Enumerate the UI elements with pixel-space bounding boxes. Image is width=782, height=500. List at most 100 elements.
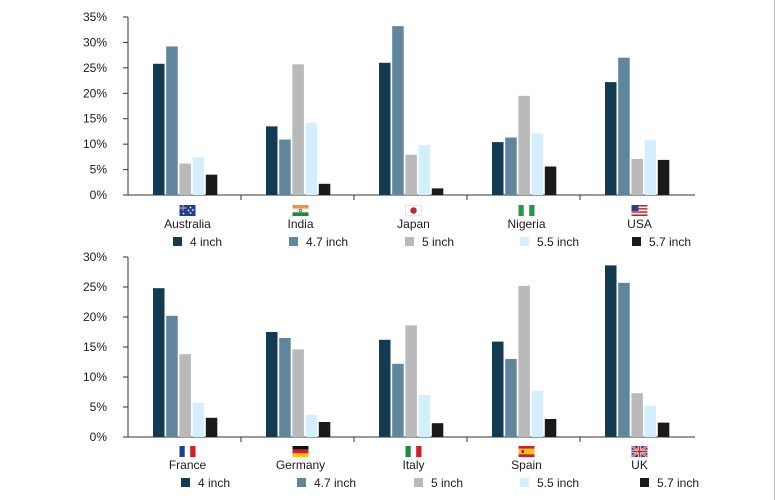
category-label: Italy xyxy=(402,458,424,472)
legend-swatch xyxy=(520,478,529,487)
bar-france-47inch xyxy=(166,315,178,437)
chart-1: 0% 5% 10% 15% 20% 25% 30% 35% Australia India Japa… xyxy=(83,10,695,249)
bar-france-55inch xyxy=(192,402,205,437)
legend-swatch xyxy=(181,478,190,487)
bar-germany-4inch xyxy=(266,332,278,437)
legend-label: 5.5 inch xyxy=(537,235,579,249)
bar-uk-55inch xyxy=(644,405,657,437)
bar-india-57inch xyxy=(318,183,331,195)
category-label: Australia xyxy=(164,217,211,231)
bar-australia-4inch xyxy=(153,63,165,195)
y-tick-label: 5% xyxy=(90,400,108,414)
bar-spain-5inch xyxy=(518,285,530,437)
bar-spain-57inch xyxy=(544,419,557,437)
category-label: India xyxy=(287,217,313,231)
bar-usa-47inch xyxy=(618,57,630,195)
legend-swatch xyxy=(414,478,423,487)
bar-france-57inch xyxy=(205,417,218,437)
bar-nigeria-4inch xyxy=(492,142,504,195)
legend-label: 5 inch xyxy=(422,235,454,249)
bar-spain-47inch xyxy=(505,359,517,437)
legend-swatch xyxy=(289,237,298,246)
y-tick-label: 10% xyxy=(83,137,107,151)
bar-nigeria-55inch xyxy=(531,133,544,195)
bar-spain-4inch xyxy=(492,341,504,437)
legend-swatch xyxy=(297,478,306,487)
y-tick-label: 10% xyxy=(83,370,107,384)
category-label: USA xyxy=(627,217,652,231)
y-tick-label: 0% xyxy=(90,188,108,202)
australia-flag-icon xyxy=(179,205,196,216)
bar-japan-47inch xyxy=(392,26,404,196)
bar-india-5inch xyxy=(292,64,304,195)
category-label: France xyxy=(169,458,207,472)
y-tick-label: 35% xyxy=(83,10,107,24)
bar-uk-57inch xyxy=(657,422,670,437)
italy-flag-icon xyxy=(405,446,422,457)
bar-india-47inch xyxy=(279,139,291,195)
y-tick-label: 25% xyxy=(83,280,107,294)
legend-swatch xyxy=(173,237,182,246)
bar-spain-55inch xyxy=(531,390,544,437)
bar-germany-57inch xyxy=(318,422,331,437)
frame-right-border xyxy=(774,0,775,500)
bar-japan-55inch xyxy=(418,145,431,195)
france-flag-icon xyxy=(179,446,196,457)
bar-italy-55inch xyxy=(418,395,431,437)
y-tick-label: 30% xyxy=(83,35,107,49)
nigeria-flag-icon xyxy=(518,205,535,216)
bar-france-5inch xyxy=(179,354,191,437)
germany-flag-icon xyxy=(292,446,309,457)
y-tick-label: 20% xyxy=(83,310,107,324)
legend-label: 4.7 inch xyxy=(306,235,348,249)
legend-label: 5.5 inch xyxy=(537,476,579,490)
category-label: Japan xyxy=(397,217,430,231)
legend-label: 5.7 inch xyxy=(649,235,691,249)
bar-australia-47inch xyxy=(166,46,178,195)
y-tick-label: 15% xyxy=(83,340,107,354)
bar-usa-4inch xyxy=(605,82,617,195)
bar-india-4inch xyxy=(266,126,278,195)
bar-australia-57inch xyxy=(205,174,218,195)
uk-flag-icon xyxy=(630,445,649,458)
legend-swatch xyxy=(640,478,649,487)
bar-usa-5inch xyxy=(631,158,643,195)
bar-japan-4inch xyxy=(379,62,391,196)
bar-uk-4inch xyxy=(605,265,617,437)
bar-usa-57inch xyxy=(657,159,670,195)
legend-swatch xyxy=(405,237,414,246)
category-label: Nigeria xyxy=(507,217,545,231)
bar-australia-55inch xyxy=(192,157,205,195)
legend-label: 5.7 inch xyxy=(657,476,699,490)
y-tick-label: 5% xyxy=(90,163,108,177)
bar-uk-5inch xyxy=(631,393,643,437)
bar-japan-57inch xyxy=(431,188,444,195)
bar-france-4inch xyxy=(153,288,165,437)
bar-italy-4inch xyxy=(379,339,391,437)
bar-usa-55inch xyxy=(644,140,657,195)
bar-india-55inch xyxy=(305,122,318,195)
legend-swatch xyxy=(520,237,529,246)
usa-flag-icon xyxy=(631,205,648,216)
chart-2: 0% 5% 10% 15% 20% 25% 30% France Germany Italy Spa… xyxy=(83,250,699,490)
legend-label: 4.7 inch xyxy=(314,476,356,490)
bar-germany-55inch xyxy=(305,414,318,437)
y-tick-label: 30% xyxy=(83,250,107,264)
category-label: UK xyxy=(631,458,648,472)
y-tick-label: 25% xyxy=(83,61,107,75)
y-tick-label: 0% xyxy=(90,430,108,444)
bar-australia-5inch xyxy=(179,163,191,195)
y-tick-label: 15% xyxy=(83,112,107,126)
bar-nigeria-47inch xyxy=(505,137,517,195)
bar-italy-5inch xyxy=(405,325,417,437)
bar-nigeria-57inch xyxy=(544,166,557,195)
bar-japan-5inch xyxy=(405,154,417,195)
legend-label: 4 inch xyxy=(190,235,222,249)
legend-label: 5 inch xyxy=(431,476,463,490)
india-flag-icon xyxy=(292,205,309,216)
y-tick-label: 20% xyxy=(83,86,107,100)
bar-germany-47inch xyxy=(279,338,291,437)
bar-nigeria-5inch xyxy=(518,95,530,195)
category-label: Germany xyxy=(276,458,325,472)
